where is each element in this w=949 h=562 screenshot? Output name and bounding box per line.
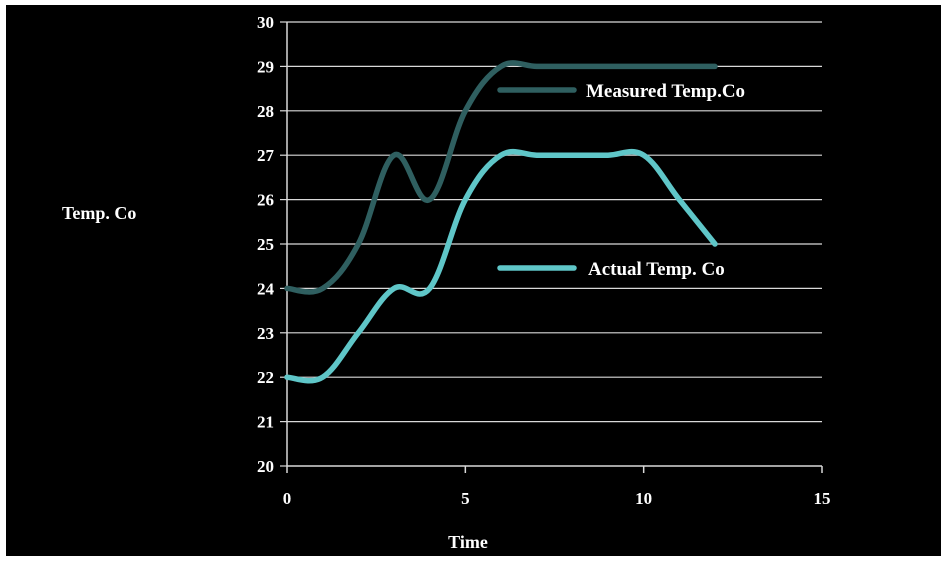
y-tick-label: 28 [257,102,274,121]
y-tick-label: 21 [257,413,274,432]
legend: Measured Temp.Co Actual Temp. Co [497,81,745,280]
y-axis-label: Temp. Co [62,203,136,223]
legend-label: Measured Temp.Co [586,81,745,102]
y-tick-label: 29 [257,57,274,76]
x-axis-label: Time [448,532,488,552]
y-tick-label: 30 [257,13,274,32]
x-tick-label: 15 [814,489,831,508]
y-tick-label: 24 [257,279,275,298]
y-tick-label: 27 [257,146,275,165]
y-tick-label: 20 [257,457,274,476]
y-tick-label: 22 [257,368,274,387]
series-lines [284,60,718,384]
x-tick-label: 5 [461,489,470,508]
series-line-measured [284,60,718,295]
legend-label: Actual Temp. Co [588,259,725,280]
line-chart: 20 21 22 23 24 25 26 27 28 29 30 0 5 10 15 Measured T… [62,13,831,552]
x-tick-label: 0 [283,489,292,508]
series-line-actual [284,148,718,384]
x-tick-labels: 0 5 10 15 [283,489,831,508]
axes [286,22,823,473]
chart-frame: 20 21 22 23 24 25 26 27 28 29 30 0 5 10 15 Measured T… [6,5,941,556]
y-tick-label: 26 [257,191,274,210]
y-tick-labels: 20 21 22 23 24 25 26 27 28 29 30 [257,13,275,476]
y-tick-label: 23 [257,324,274,343]
x-tick-label: 10 [635,489,652,508]
y-tick-label: 25 [257,235,274,254]
